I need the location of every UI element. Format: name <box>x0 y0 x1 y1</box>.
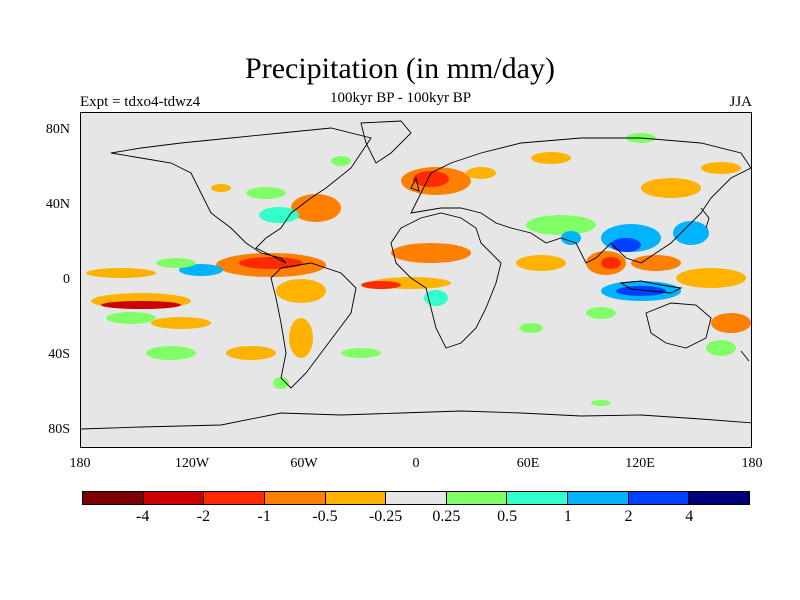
anomaly-patch <box>526 215 596 235</box>
anomaly-patch <box>701 162 741 174</box>
anomaly-patch <box>226 346 276 360</box>
colorbar-label: 4 <box>685 508 694 525</box>
coastline-greenland <box>360 120 412 164</box>
anomaly-patch <box>276 279 326 303</box>
lon-label: 0 <box>412 456 420 471</box>
lat-label: 80S <box>48 422 70 437</box>
anomaly-patch <box>519 323 543 333</box>
coastline-eurasia <box>410 137 751 264</box>
anomaly-patch <box>711 313 751 333</box>
anomaly-patch <box>273 377 289 389</box>
colorbar-box <box>264 492 326 504</box>
season-label: JJA <box>729 94 752 110</box>
experiment-label: Expt = tdxo4-tdwz4 <box>80 94 201 110</box>
coastline-south-america <box>270 262 357 389</box>
colorbar-label: 1 <box>563 508 572 525</box>
lon-label: 180 <box>741 456 763 471</box>
anomaly-patch <box>601 257 621 269</box>
colorbar-label: 0.5 <box>497 508 518 525</box>
anomaly-patch <box>331 156 351 166</box>
anomaly-patch <box>239 257 303 269</box>
anomaly-patch <box>706 340 736 356</box>
anomaly-patch <box>676 268 746 288</box>
lat-label: 40N <box>45 197 70 212</box>
colorbar-label: 2 <box>624 508 633 525</box>
colorbar-box <box>568 492 629 504</box>
anomaly-patch <box>86 268 156 278</box>
colorbar-box <box>628 492 690 504</box>
coastline-indonesia <box>619 280 683 294</box>
colorbar-label: -0.25 <box>368 508 403 525</box>
plot-title: Precipitation (in mm/day) <box>245 52 555 85</box>
anomaly-patch <box>211 184 231 192</box>
anomaly-patch <box>516 255 566 271</box>
colorbar-box <box>689 492 750 504</box>
anomaly-patch <box>631 255 681 271</box>
plot-subtitle: 100kyr BP - 100kyr BP <box>330 90 472 106</box>
lat-label: 80N <box>45 122 70 137</box>
anomaly-patch <box>259 207 299 223</box>
precipitation-map <box>81 120 751 430</box>
anomaly-patch <box>561 231 581 245</box>
lat-label: 40S <box>48 347 70 362</box>
colorbar-box <box>325 492 387 504</box>
coastline-australia <box>645 302 712 349</box>
colorbar-label: 0.25 <box>432 508 461 525</box>
anomaly-patch <box>179 264 223 276</box>
colorbar-label: -1 <box>257 508 271 525</box>
colorbar-box <box>204 492 265 504</box>
anomaly-patch <box>361 281 401 289</box>
anomaly-fields <box>86 133 751 406</box>
anomaly-patch <box>156 258 196 268</box>
lat-label: 0 <box>63 272 70 287</box>
anomaly-patch <box>586 307 616 319</box>
anomaly-patch <box>289 318 313 358</box>
coastline-new-zealand <box>740 350 750 362</box>
coastline-japan <box>700 207 710 229</box>
anomaly-patch <box>151 317 211 329</box>
anomaly-patch <box>391 243 471 263</box>
colorbar-label: -4 <box>136 508 150 525</box>
anomaly-patch <box>673 221 709 245</box>
coastlines <box>81 120 751 430</box>
lon-label: 120W <box>174 456 210 471</box>
anomaly-patch <box>641 178 701 198</box>
anomaly-patch <box>413 171 449 187</box>
coastline-africa <box>390 212 502 349</box>
anomaly-patch <box>106 312 156 324</box>
anomaly-patch <box>246 187 286 199</box>
anomaly-patch <box>466 167 496 179</box>
lon-label: 60W <box>290 456 318 471</box>
colorbar-box <box>143 492 205 504</box>
anomaly-patch <box>291 194 341 222</box>
colorbar-label: -2 <box>196 508 211 525</box>
lon-label: 120E <box>625 456 655 471</box>
colorbar-label: -0.5 <box>312 508 338 525</box>
map-panel <box>80 112 752 448</box>
anomaly-patch <box>611 238 641 252</box>
coastline-antarctica <box>81 410 751 430</box>
coastline-uk <box>410 176 420 192</box>
colorbar-box <box>446 492 508 504</box>
coastline-north-america <box>110 127 372 264</box>
anomaly-patch <box>146 346 196 360</box>
colorbar-box <box>83 492 144 504</box>
lon-label: 60E <box>516 456 540 471</box>
lon-label: 180 <box>69 456 91 471</box>
anomaly-patch <box>341 348 381 358</box>
colorbar-box <box>507 492 569 504</box>
anomaly-patch <box>591 400 611 406</box>
anomaly-patch <box>616 286 666 296</box>
anomaly-patch <box>531 152 571 164</box>
anomaly-patch <box>424 290 448 306</box>
colorbar-box <box>386 492 447 504</box>
anomaly-patch <box>101 301 181 309</box>
colorbar <box>82 491 750 505</box>
